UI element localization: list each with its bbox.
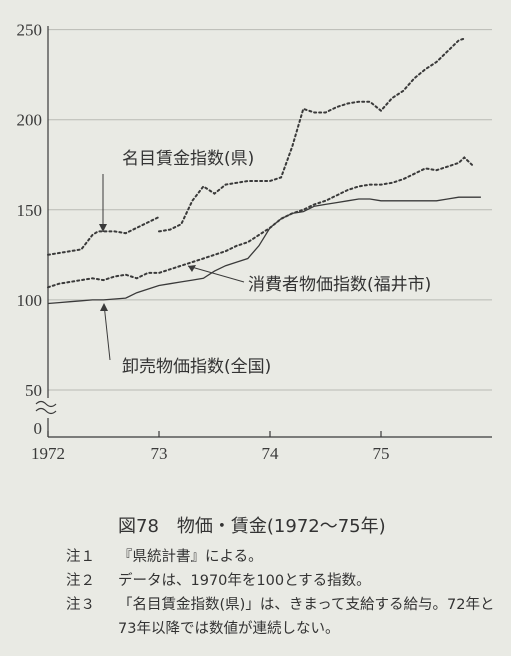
leader-arrowhead (100, 303, 108, 311)
series-line (47, 156, 473, 289)
series-label: 名目賃金指数(県) (122, 149, 254, 169)
x-tick-label: 73 (151, 444, 168, 463)
x-tick-labels: 1972 73 74 75 (31, 431, 390, 463)
note-2: 注２ データは、1970年を100とする指数。 (66, 569, 506, 593)
series-line (158, 37, 466, 233)
note-3: 注３ 「名目賃金指数(県)」は、きまって支給する給与。72年と73年以降では数値… (66, 593, 506, 641)
note-key: 注２ (66, 573, 95, 589)
series-lines (47, 37, 481, 305)
note-key: 注３ (66, 597, 95, 613)
note-1: 注１ 『県統計書』による。 (66, 545, 506, 569)
note-text: 『県統計書』による。 (118, 549, 263, 565)
leader-arrowhead (188, 265, 196, 272)
leader-line (187, 265, 245, 283)
y-tick-label: 150 (17, 201, 43, 220)
y-tick-labels: 250 200 150 100 50 0 (17, 21, 43, 438)
axis-break-mark (35, 407, 57, 415)
y-tick-label: 250 (17, 21, 43, 40)
series-label: 卸売物価指数(全国) (122, 357, 271, 377)
note-key: 注１ (66, 549, 95, 565)
series-line (47, 216, 160, 256)
grid (48, 29, 492, 391)
series-label: 消費者物価指数(福井市) (248, 275, 431, 295)
x-tick-label: 75 (373, 444, 390, 463)
series-line (47, 196, 481, 305)
figure-caption: 図78 物価・賃金(1972〜75年) (118, 516, 386, 537)
x-tick-label: 1972 (31, 444, 65, 463)
y-tick-label: 100 (17, 291, 43, 310)
y-tick-label: 0 (34, 419, 43, 438)
series-labels: 名目賃金指数(県) 消費者物価指数(福井市) 卸売物価指数(全国) (99, 149, 431, 377)
y-tick-label: 50 (25, 381, 42, 400)
y-tick-label: 200 (17, 111, 43, 130)
note-text: データは、1970年を100とする指数。 (118, 573, 371, 589)
line-chart: 250 200 150 100 50 0 1972 73 74 75 名目賃金指数(県) 消費者物… (17, 21, 492, 463)
x-tick-label: 74 (262, 444, 280, 463)
leader-arrowhead (99, 224, 107, 232)
notes: 注１ 『県統計書』による。 注２ データは、1970年を100とする指数。 注３… (66, 545, 506, 641)
axis-break-mark (35, 400, 57, 408)
leader-line (103, 303, 111, 361)
note-text: 「名目賃金指数(県)」は、きまって支給する給与。72年と73年以降では数値が連続… (118, 597, 495, 637)
